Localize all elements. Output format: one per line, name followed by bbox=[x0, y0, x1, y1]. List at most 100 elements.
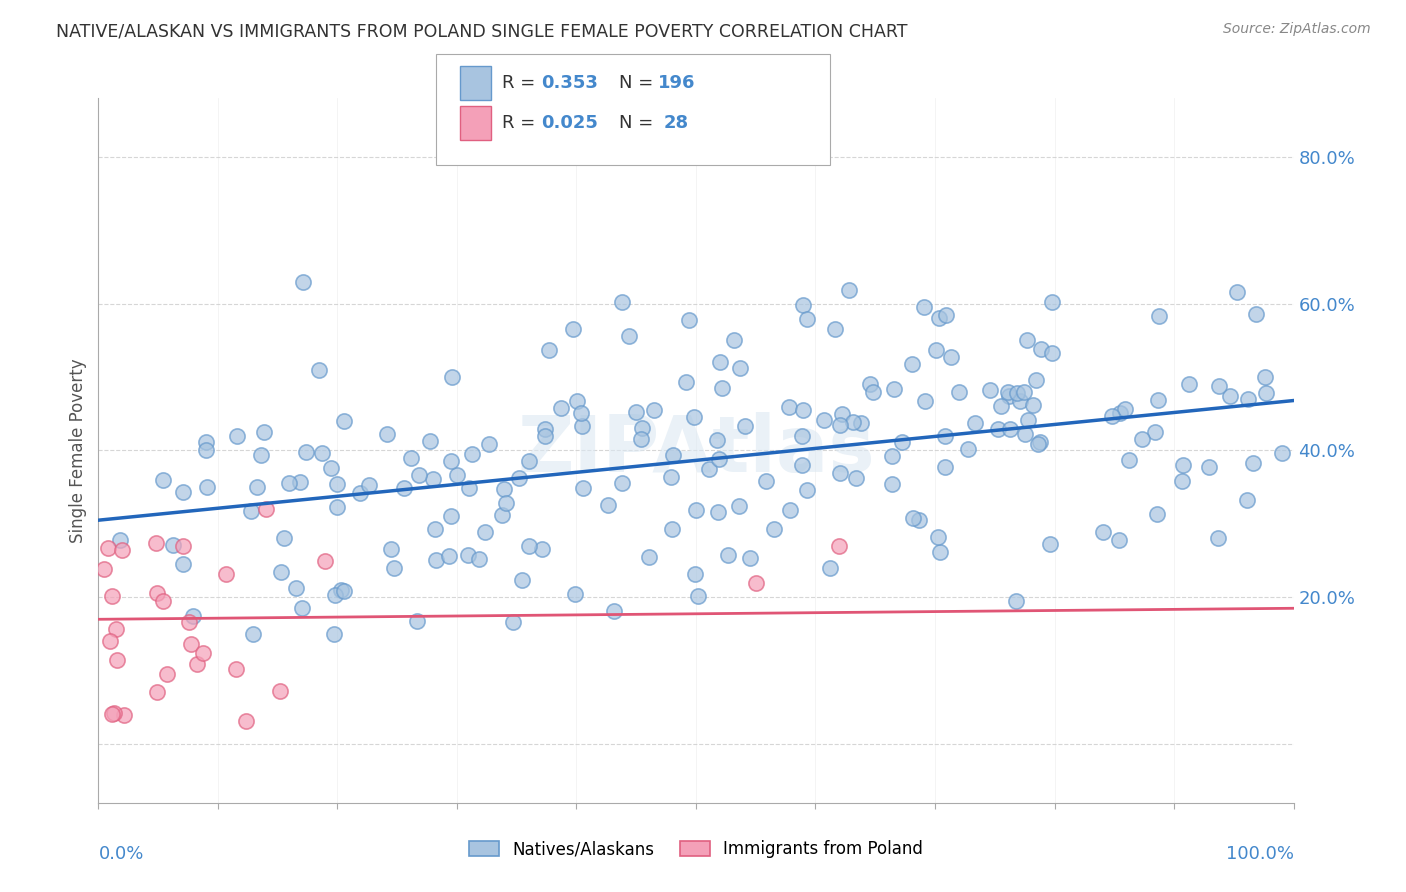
Text: R =: R = bbox=[502, 114, 541, 132]
Point bbox=[1171, 474, 1194, 488]
Point bbox=[392, 481, 415, 495]
Text: 100.0%: 100.0% bbox=[1226, 845, 1294, 863]
Point bbox=[195, 443, 218, 458]
Point bbox=[186, 657, 208, 672]
Point bbox=[1108, 533, 1130, 548]
Point bbox=[145, 535, 167, 549]
Point bbox=[928, 545, 950, 559]
Point bbox=[1005, 594, 1028, 608]
Point bbox=[1178, 376, 1201, 391]
Point bbox=[914, 393, 936, 408]
Point bbox=[329, 583, 352, 598]
Point bbox=[152, 474, 174, 488]
Point bbox=[1005, 385, 1028, 400]
Point bbox=[440, 370, 463, 384]
Point bbox=[569, 406, 592, 420]
Point bbox=[859, 376, 882, 391]
Point bbox=[308, 363, 330, 377]
Point bbox=[380, 541, 402, 556]
Point bbox=[440, 453, 463, 467]
Point bbox=[882, 450, 904, 464]
Point bbox=[880, 476, 903, 491]
Point bbox=[813, 413, 835, 427]
Point bbox=[100, 634, 122, 648]
Point bbox=[831, 407, 853, 421]
Point bbox=[101, 707, 124, 722]
Point bbox=[107, 653, 129, 667]
Point bbox=[790, 458, 813, 473]
Point bbox=[537, 343, 560, 357]
Point bbox=[254, 502, 277, 516]
Point bbox=[948, 384, 970, 399]
Point bbox=[1226, 285, 1249, 299]
Point bbox=[156, 666, 179, 681]
Point bbox=[1012, 384, 1035, 399]
Point bbox=[1208, 378, 1230, 392]
Point bbox=[502, 615, 524, 629]
Point bbox=[706, 433, 728, 447]
Point bbox=[678, 313, 700, 327]
Point bbox=[323, 588, 346, 602]
Point bbox=[1206, 531, 1229, 545]
Point bbox=[717, 548, 740, 562]
Point bbox=[1015, 334, 1038, 348]
Point bbox=[624, 405, 647, 419]
Point bbox=[468, 551, 491, 566]
Point bbox=[792, 402, 814, 417]
Point bbox=[446, 468, 468, 483]
Point bbox=[534, 429, 557, 443]
Point bbox=[564, 587, 586, 601]
Point bbox=[688, 589, 710, 603]
Point bbox=[457, 548, 479, 562]
Point bbox=[183, 609, 205, 624]
Point bbox=[111, 542, 134, 557]
Point bbox=[193, 646, 215, 660]
Point bbox=[1198, 460, 1220, 475]
Text: N =: N = bbox=[619, 114, 665, 132]
Point bbox=[565, 394, 588, 409]
Point bbox=[1024, 373, 1046, 387]
Point bbox=[779, 502, 801, 516]
Point bbox=[105, 623, 128, 637]
Point bbox=[755, 475, 778, 489]
Point bbox=[728, 360, 751, 375]
Point bbox=[1254, 369, 1277, 384]
Point bbox=[512, 573, 534, 587]
Y-axis label: Single Female Poverty: Single Female Poverty bbox=[69, 359, 87, 542]
Point bbox=[172, 539, 194, 553]
Point bbox=[842, 415, 865, 429]
Point bbox=[437, 549, 460, 563]
Point bbox=[359, 478, 381, 492]
Point bbox=[745, 575, 768, 590]
Point bbox=[278, 475, 301, 490]
Point bbox=[796, 312, 818, 326]
Point bbox=[288, 475, 311, 489]
Point bbox=[849, 417, 872, 431]
Point bbox=[828, 539, 851, 553]
Point bbox=[235, 714, 257, 728]
Point bbox=[1014, 426, 1036, 441]
Point bbox=[1236, 492, 1258, 507]
Point bbox=[180, 637, 202, 651]
Point bbox=[891, 435, 914, 450]
Point bbox=[683, 410, 706, 425]
Point bbox=[179, 615, 201, 629]
Point bbox=[195, 434, 218, 449]
Point bbox=[1147, 393, 1170, 408]
Text: 0.0%: 0.0% bbox=[98, 845, 143, 863]
Point bbox=[333, 414, 356, 428]
Point bbox=[824, 322, 846, 336]
Point bbox=[1026, 437, 1049, 451]
Point bbox=[659, 469, 682, 483]
Point bbox=[422, 471, 444, 485]
Point bbox=[492, 482, 515, 496]
Point bbox=[152, 593, 174, 607]
Point bbox=[1254, 386, 1277, 401]
Point bbox=[215, 566, 238, 581]
Point bbox=[883, 382, 905, 396]
Point bbox=[285, 581, 308, 595]
Point bbox=[172, 557, 194, 571]
Point bbox=[112, 708, 135, 723]
Point bbox=[517, 454, 540, 468]
Point bbox=[912, 301, 935, 315]
